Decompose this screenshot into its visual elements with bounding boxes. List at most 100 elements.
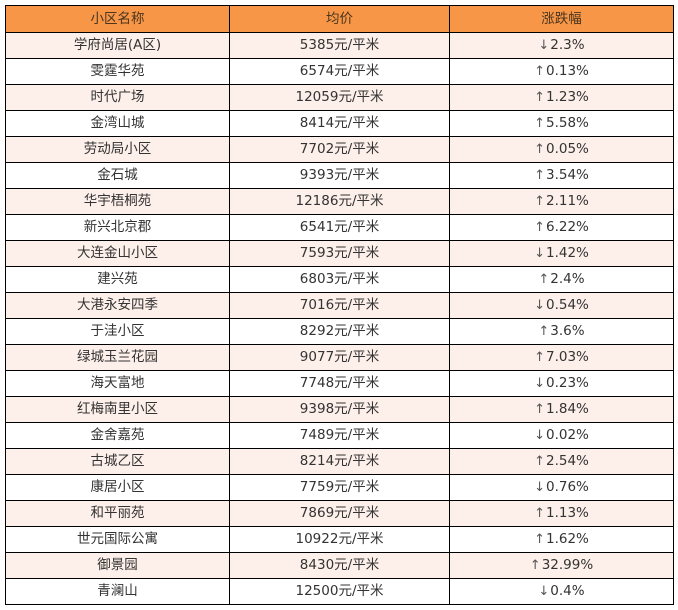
price-change-value: 2.54%	[546, 453, 589, 469]
arrow-down-icon: ↓	[538, 584, 550, 599]
price-change-cell: ↓0.54%	[449, 292, 674, 319]
community-name-cell: 金舍嘉苑	[5, 422, 230, 449]
table-row: 雯霆华苑 6574元/平米 ↑0.13%	[5, 58, 674, 85]
table-row: 绿城玉兰花园 9077元/平米 ↑7.03%	[5, 344, 674, 371]
arrow-up-icon: ↑	[534, 168, 545, 183]
arrow-up-icon: ↑	[534, 90, 545, 105]
community-name-cell: 建兴苑	[5, 266, 230, 293]
community-name-cell: 华宇梧桐苑	[5, 188, 230, 215]
average-price-cell: 6541元/平米	[229, 214, 450, 241]
average-price-cell: 9398元/平米	[229, 396, 450, 423]
community-name-cell: 世元国际公寓	[5, 526, 230, 553]
community-name-cell: 大港永安四季	[5, 292, 230, 319]
price-change-cell: ↑1.13%	[449, 500, 674, 527]
table-row: 康居小区 7759元/平米 ↓0.76%	[5, 474, 674, 501]
price-change-cell: ↓0.76%	[449, 474, 674, 501]
arrow-down-icon: ↓	[534, 246, 545, 261]
arrow-down-icon: ↓	[534, 480, 545, 495]
arrow-up-icon: ↑	[538, 324, 550, 339]
community-name-cell: 大连金山小区	[5, 240, 230, 267]
arrow-up-icon: ↑	[529, 558, 541, 573]
average-price-cell: 7016元/平米	[229, 292, 450, 319]
arrow-up-icon: ↑	[538, 272, 550, 287]
table-row: 华宇梧桐苑 12186元/平米 ↑2.11%	[5, 188, 674, 215]
community-name-cell: 康居小区	[5, 474, 230, 501]
average-price-cell: 12500元/平米	[229, 578, 450, 605]
price-change-cell: ↓0.02%	[449, 422, 674, 449]
community-name-cell: 时代广场	[5, 84, 230, 111]
table-row: 劳动局小区 7702元/平米 ↑0.05%	[5, 136, 674, 163]
arrow-up-icon: ↑	[534, 116, 545, 131]
price-change-cell: ↑1.62%	[449, 526, 674, 553]
price-change-value: 6.22%	[546, 219, 589, 235]
price-change-value: 2.11%	[546, 193, 589, 209]
table-row: 新兴北京郡 6541元/平米 ↑6.22%	[5, 214, 674, 241]
community-name-cell: 学府尚居(A区)	[5, 32, 230, 59]
average-price-cell: 10922元/平米	[229, 526, 450, 553]
community-name-cell: 雯霆华苑	[5, 58, 230, 85]
price-change-cell: ↑6.22%	[449, 214, 674, 241]
arrow-up-icon: ↑	[534, 350, 545, 365]
price-change-cell: ↑32.99%	[449, 552, 674, 579]
price-change-value: 3.54%	[546, 167, 589, 183]
community-name-cell: 御景园	[5, 552, 230, 579]
table-row: 建兴苑 6803元/平米 ↑2.4%	[5, 266, 674, 293]
price-change-value: 7.03%	[546, 349, 589, 365]
arrow-up-icon: ↑	[534, 532, 545, 547]
community-name-cell: 金石城	[5, 162, 230, 189]
arrow-down-icon: ↓	[534, 428, 545, 443]
community-name-cell: 和平丽苑	[5, 500, 230, 527]
price-change-value: 32.99%	[541, 557, 594, 573]
price-change-value: 0.54%	[546, 297, 589, 313]
table-row: 红梅南里小区 9398元/平米 ↑1.84%	[5, 396, 674, 423]
table-row: 海天富地 7748元/平米 ↓0.23%	[5, 370, 674, 397]
table-row: 金湾山城 8414元/平米 ↑5.58%	[5, 110, 674, 137]
price-change-cell: ↑1.23%	[449, 84, 674, 111]
table-row: 御景园 8430元/平米 ↑32.99%	[5, 552, 674, 579]
community-name-cell: 金湾山城	[5, 110, 230, 137]
header-community-name: 小区名称	[5, 5, 230, 33]
price-change-cell: ↑2.4%	[449, 266, 674, 293]
table-row: 金石城 9393元/平米 ↑3.54%	[5, 162, 674, 189]
average-price-cell: 7489元/平米	[229, 422, 450, 449]
average-price-cell: 6803元/平米	[229, 266, 450, 293]
arrow-down-icon: ↓	[534, 298, 545, 313]
price-change-value: 0.23%	[546, 375, 589, 391]
arrow-up-icon: ↑	[534, 220, 545, 235]
table-row: 时代广场 12059元/平米 ↑1.23%	[5, 84, 674, 111]
price-change-value: 2.3%	[550, 37, 585, 53]
table-row: 金舍嘉苑 7489元/平米 ↓0.02%	[5, 422, 674, 449]
community-name-cell: 绿城玉兰花园	[5, 344, 230, 371]
average-price-cell: 7869元/平米	[229, 500, 450, 527]
average-price-cell: 7759元/平米	[229, 474, 450, 501]
price-change-value: 0.76%	[546, 479, 589, 495]
price-change-cell: ↓0.4%	[449, 578, 674, 605]
arrow-down-icon: ↓	[538, 38, 550, 53]
average-price-cell: 8292元/平米	[229, 318, 450, 345]
price-change-value: 3.6%	[550, 323, 585, 339]
table-row: 大港永安四季 7016元/平米 ↓0.54%	[5, 292, 674, 319]
average-price-cell: 9077元/平米	[229, 344, 450, 371]
table-row: 大连金山小区 7593元/平米 ↓1.42%	[5, 240, 674, 267]
arrow-up-icon: ↑	[534, 402, 545, 417]
average-price-cell: 8214元/平米	[229, 448, 450, 475]
price-change-value: 0.05%	[546, 141, 589, 157]
price-change-value: 1.23%	[546, 89, 589, 105]
table-body: 学府尚居(A区) 5385元/平米 ↓2.3% 雯霆华苑 6574元/平米 ↑0.13% 时…	[5, 32, 674, 605]
average-price-cell: 7748元/平米	[229, 370, 450, 397]
average-price-cell: 5385元/平米	[229, 32, 450, 59]
average-price-cell: 8430元/平米	[229, 552, 450, 579]
arrow-up-icon: ↑	[534, 64, 545, 79]
table-row: 学府尚居(A区) 5385元/平米 ↓2.3%	[5, 32, 674, 59]
price-change-cell: ↓0.23%	[449, 370, 674, 397]
price-change-cell: ↓1.42%	[449, 240, 674, 267]
average-price-cell: 7593元/平米	[229, 240, 450, 267]
price-change-value: 1.13%	[546, 505, 589, 521]
arrow-up-icon: ↑	[534, 194, 545, 209]
header-average-price: 均价	[229, 5, 450, 33]
community-name-cell: 古城乙区	[5, 448, 230, 475]
price-change-cell: ↑2.11%	[449, 188, 674, 215]
price-change-cell: ↑0.13%	[449, 58, 674, 85]
table-row: 于洼小区 8292元/平米 ↑3.6%	[5, 318, 674, 345]
average-price-cell: 6574元/平米	[229, 58, 450, 85]
